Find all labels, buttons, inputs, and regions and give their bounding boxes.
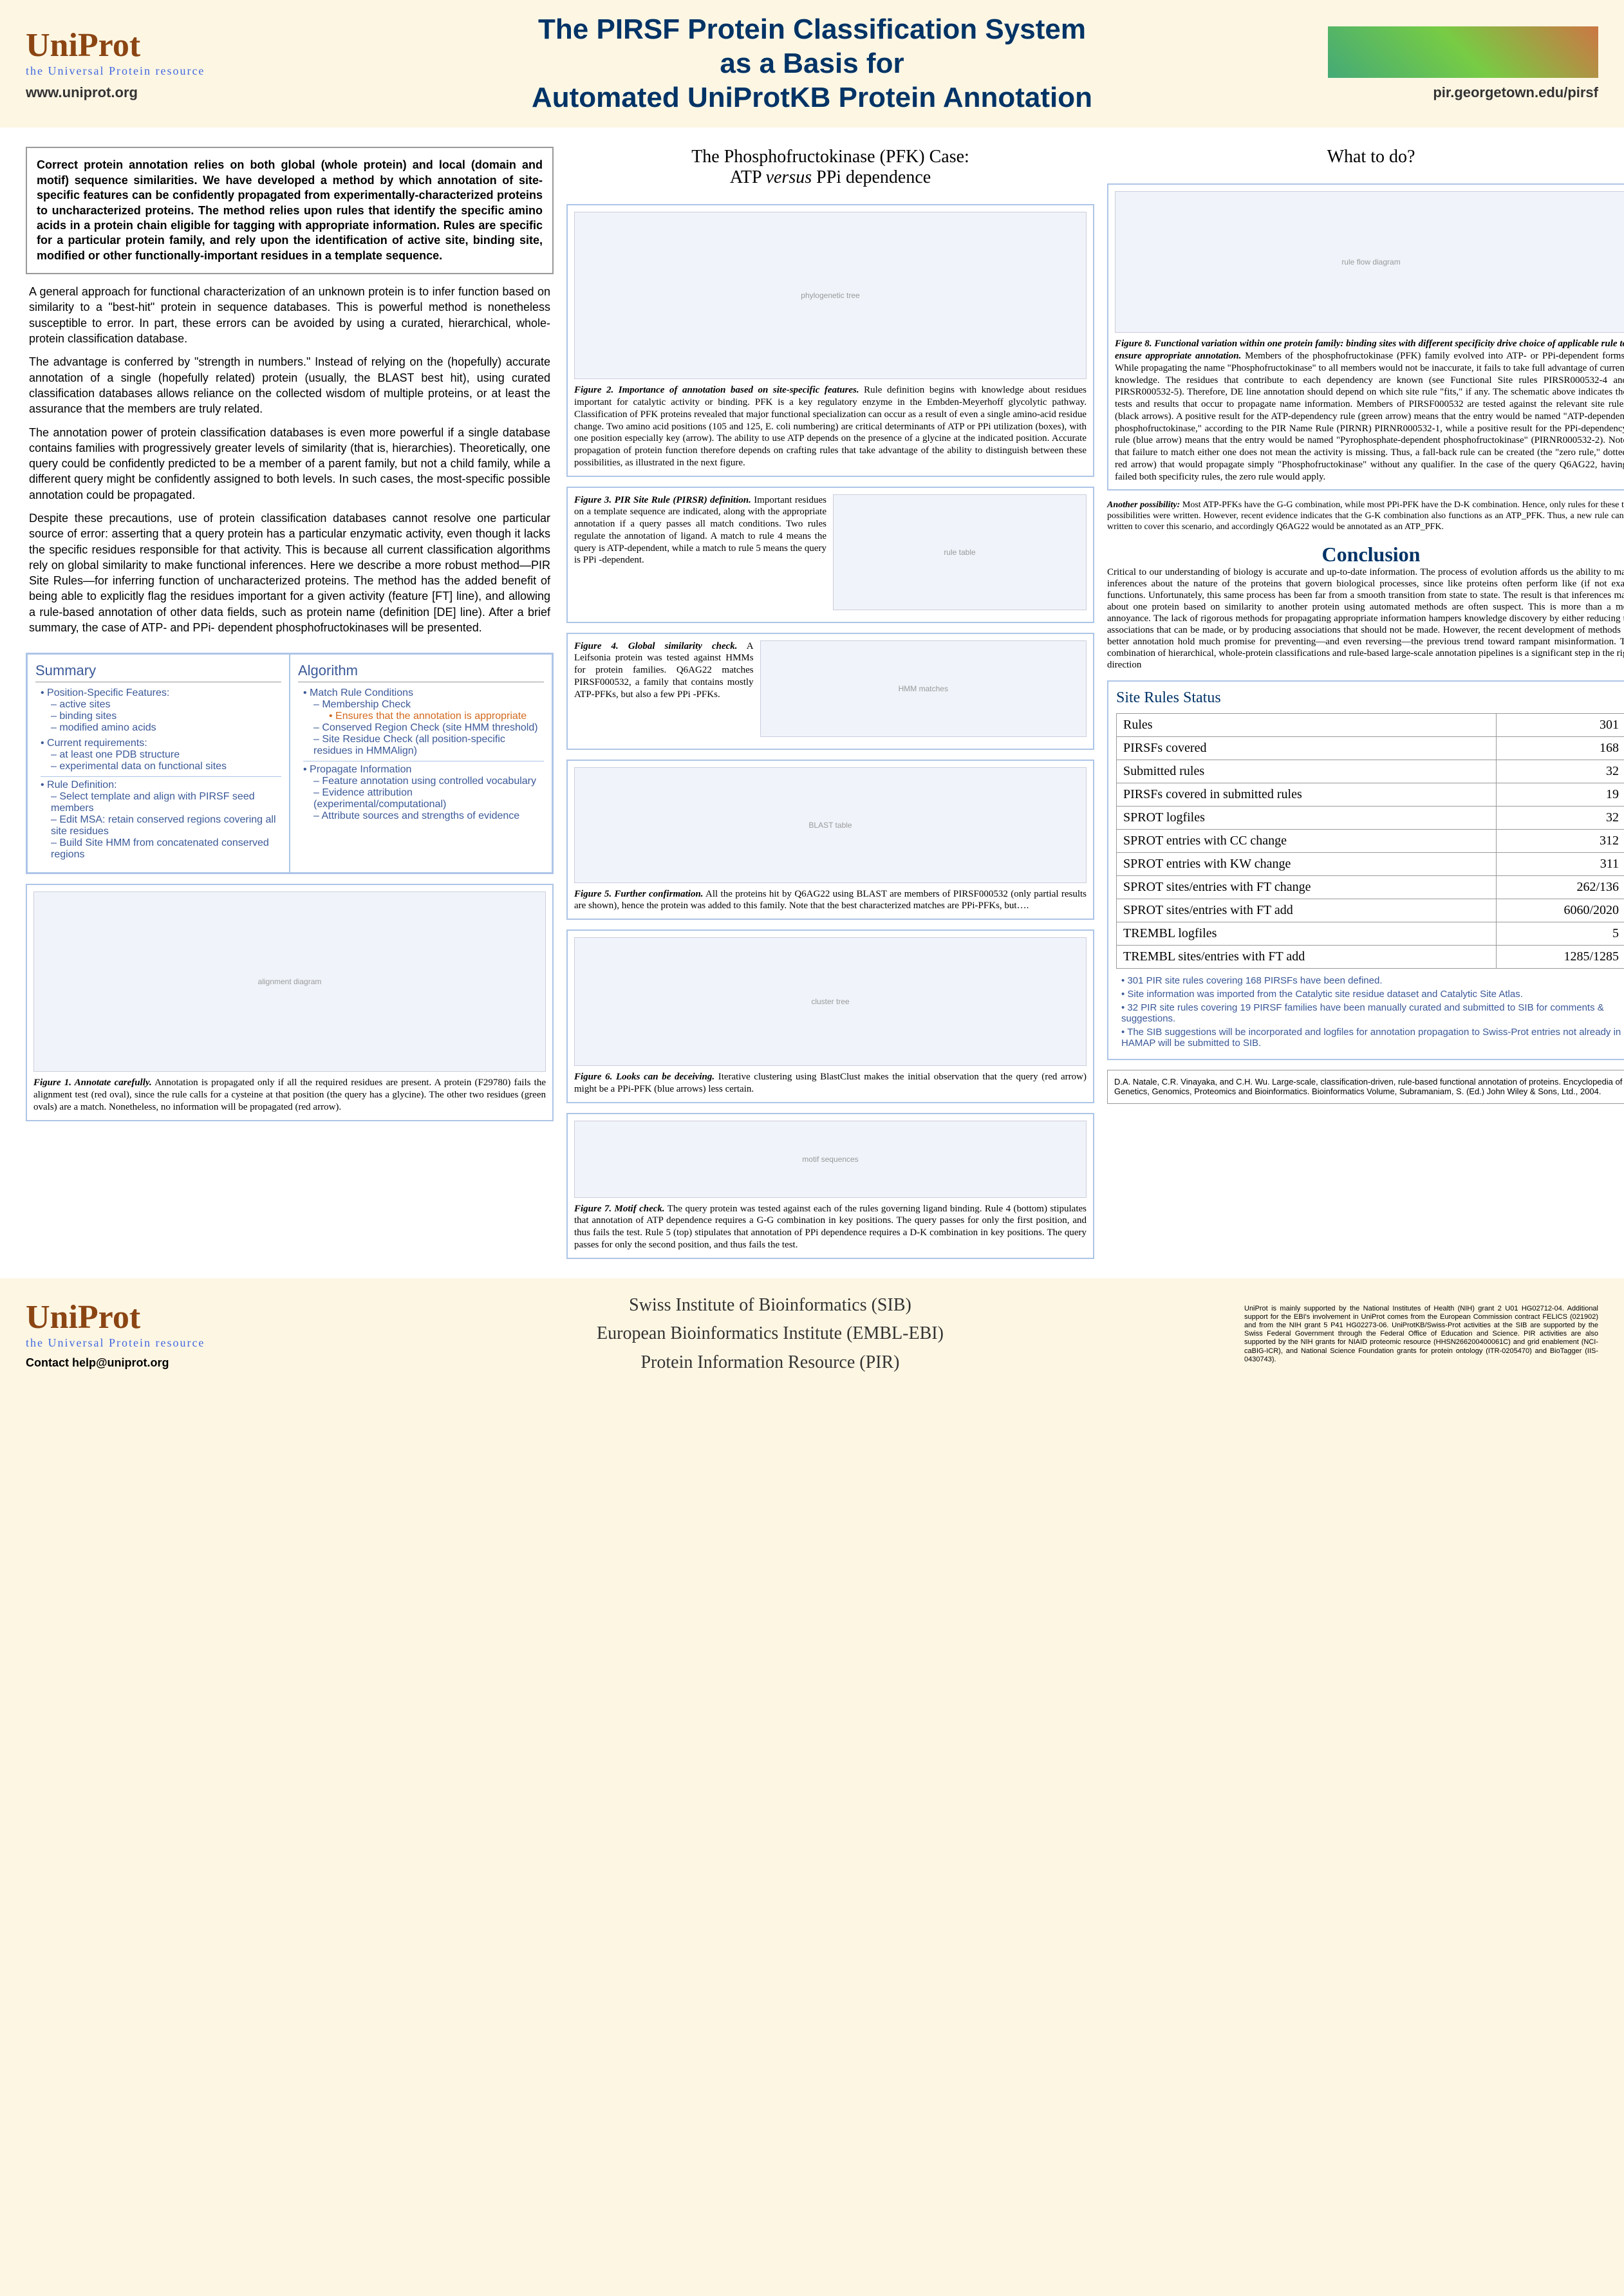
logo-title: UniProt [26, 26, 296, 64]
footer: UniProt the Universal Protein resource C… [0, 1278, 1624, 1390]
figure-5-image: BLAST table [574, 767, 1087, 883]
conclusion-title: Conclusion [1107, 543, 1624, 566]
main-title-3: Automated UniProtKB Protein Annotation [296, 81, 1328, 115]
footer-logo-sub: the Universal Protein resource [26, 1336, 296, 1350]
figure-2-caption: Figure 2. Importance of annotation based… [574, 384, 1087, 469]
figure-7: motif sequences Figure 7. Motif check. T… [566, 1113, 1094, 1259]
right-header: pir.georgetown.edu/pirsf [1328, 26, 1598, 101]
another-possibility: Another possibility: Most ATP-PFKs have … [1107, 500, 1624, 532]
figure-4: Figure 4. Global similarity check. A Lei… [566, 633, 1094, 750]
content: Correct protein annotation relies on bot… [0, 127, 1624, 1278]
figure-3-image: rule table [833, 494, 1087, 610]
logo-subtitle: the Universal Protein resource [26, 64, 296, 78]
footer-left: UniProt the Universal Protein resource C… [26, 1298, 296, 1370]
figure-1-caption: Figure 1. Annotate carefully. Annotation… [33, 1077, 546, 1113]
figure-8-caption: Figure 8. Functional variation within on… [1115, 338, 1624, 483]
figure-6-image: cluster tree [574, 937, 1087, 1066]
figure-1: alignment diagram Figure 1. Annotate car… [26, 884, 554, 1121]
figure-7-caption: Figure 7. Motif check. The query protein… [574, 1203, 1087, 1251]
inst-1: Swiss Institute of Bioinformatics (SIB) [309, 1291, 1231, 1320]
conclusion-text: Critical to our understanding of biology… [1107, 566, 1624, 671]
algorithm-box: Algorithm Match Rule ConditionsMembershi… [290, 654, 552, 873]
figure-8: rule flow diagram Figure 8. Functional v… [1107, 183, 1624, 490]
algorithm-title: Algorithm [298, 662, 544, 682]
status-title: Site Rules Status [1116, 689, 1624, 707]
body-p4: Despite these precautions, use of protei… [29, 510, 550, 635]
figure-1-image: alignment diagram [33, 891, 546, 1072]
figure-5-caption: Figure 5. Further confirmation. All the … [574, 888, 1087, 913]
body-p3: The annotation power of protein classifi… [29, 425, 550, 503]
url-right: pir.georgetown.edu/pirsf [1328, 84, 1598, 101]
column-3: What to do? rule flow diagram Figure 8. … [1107, 147, 1624, 1258]
header: UniProt the Universal Protein resource w… [0, 0, 1624, 127]
body-p2: The advantage is conferred by "strength … [29, 354, 550, 416]
main-title-1: The PIRSF Protein Classification System [296, 13, 1328, 47]
body-text: A general approach for functional charac… [26, 284, 554, 643]
figure-2: phylogenetic tree Figure 2. Importance o… [566, 204, 1094, 476]
figure-6: cluster tree Figure 6. Looks can be dece… [566, 929, 1094, 1103]
figure-2-image: phylogenetic tree [574, 212, 1087, 379]
contact: Contact help@uniprot.org [26, 1356, 296, 1370]
col3-title: What to do? [1107, 147, 1624, 167]
figure-3: Figure 3. PIR Site Rule (PIRSR) definiti… [566, 487, 1094, 623]
summary-box: Summary Position-Specific Features:activ… [27, 654, 290, 873]
inst-2: European Bioinformatics Institute (EMBL-… [309, 1320, 1231, 1349]
figure-6-caption: Figure 6. Looks can be deceiving. Iterat… [574, 1071, 1087, 1096]
col2-title: The Phosphofructokinase (PFK) Case:ATP v… [566, 147, 1094, 188]
decorative-image [1328, 26, 1598, 78]
column-2: The Phosphofructokinase (PFK) Case:ATP v… [566, 147, 1094, 1258]
body-p1: A general approach for functional charac… [29, 284, 550, 346]
url-left: www.uniprot.org [26, 84, 296, 101]
abstract: Correct protein annotation relies on bot… [26, 147, 554, 274]
footer-funding: UniProt is mainly supported by the Natio… [1244, 1305, 1598, 1364]
figure-5: BLAST table Figure 5. Further confirmati… [566, 760, 1094, 920]
footer-center: Swiss Institute of Bioinformatics (SIB) … [309, 1291, 1231, 1377]
reference: D.A. Natale, C.R. Vinayaka, and C.H. Wu.… [1107, 1070, 1624, 1104]
status-notes: 301 PIR site rules covering 168 PIRSFs h… [1116, 975, 1624, 1049]
summary-title: Summary [35, 662, 281, 682]
logo-area: UniProt the Universal Protein resource w… [26, 26, 296, 101]
figure-7-image: motif sequences [574, 1121, 1087, 1198]
conclusion-section: Conclusion Critical to our understanding… [1107, 543, 1624, 671]
title-area: The PIRSF Protein Classification System … [296, 13, 1328, 115]
status-table: Rules301PIRSFs covered168Submitted rules… [1116, 713, 1624, 969]
main-title-2: as a Basis for [296, 47, 1328, 81]
figure-8-image: rule flow diagram [1115, 191, 1624, 333]
summary-list: Position-Specific Features:active sitesb… [35, 687, 281, 861]
figure-4-caption: Figure 4. Global similarity check. A Lei… [574, 640, 754, 742]
figure-3-caption: Figure 3. PIR Site Rule (PIRSR) definiti… [574, 494, 826, 615]
column-1: Correct protein annotation relies on bot… [26, 147, 554, 1258]
footer-logo: UniProt [26, 1298, 296, 1336]
inst-3: Protein Information Resource (PIR) [309, 1349, 1231, 1377]
summary-algorithm-box: Summary Position-Specific Features:activ… [26, 653, 554, 874]
figure-4-image: HMM matches [760, 640, 1087, 737]
algorithm-list: Match Rule ConditionsMembership CheckEns… [298, 687, 544, 822]
status-box: Site Rules Status Rules301PIRSFs covered… [1107, 680, 1624, 1060]
